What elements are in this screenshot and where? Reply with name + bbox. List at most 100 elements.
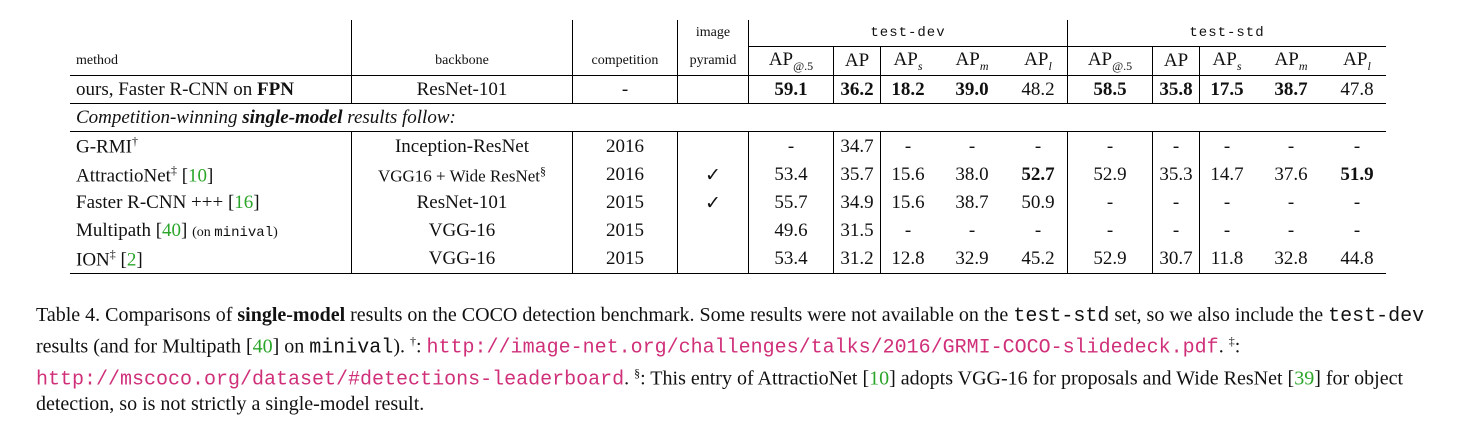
std-aps-cell: - xyxy=(1199,217,1254,245)
dev-apl-cell: 45.2 xyxy=(1009,245,1068,274)
ours-method: ours, Faster R-CNN on FPN xyxy=(70,75,352,104)
competition-cell: 2016 xyxy=(572,131,678,161)
ours-std-apl: 47.8 xyxy=(1328,75,1386,104)
dev-ap50-cell: - xyxy=(748,131,834,161)
competition-cell: 2015 xyxy=(572,189,678,217)
std-ap-cell: - xyxy=(1152,131,1200,161)
table-row: AttractioNet‡ [10] VGG16 + Wide ResNet§ … xyxy=(70,161,1386,189)
backbone-cell: VGG16 + Wide ResNet§ xyxy=(351,161,573,189)
dev-apm-cell: - xyxy=(968,220,976,241)
std-apm-cell: - xyxy=(1287,220,1295,241)
dev-apl-cell: 52.7 xyxy=(1021,164,1055,185)
dev-aps-cell: - xyxy=(880,131,935,161)
dev-ap50-cell: 55.7 xyxy=(748,189,834,217)
std-ap50-cell: 52.9 xyxy=(1067,161,1153,189)
std-ap50-cell: - xyxy=(1067,217,1153,245)
ours-std-apm: 38.7 xyxy=(1254,75,1328,104)
ours-pyramid xyxy=(677,75,749,104)
ours-backbone: ResNet-101 xyxy=(351,75,573,104)
competition-header: competition xyxy=(572,46,678,76)
std-apm-header: APm xyxy=(1274,48,1308,73)
dev-aps-cell: 15.6 xyxy=(880,161,935,189)
ours-dev-apl: 48.2 xyxy=(1009,75,1068,104)
dev-aps-cell: 15.6 xyxy=(880,189,935,217)
std-ap-cell: - xyxy=(1152,217,1200,245)
citation-link[interactable]: 40 xyxy=(252,335,273,358)
table-caption: Table 4. Comparisons of single-model res… xyxy=(36,304,1425,416)
dev-apl-cell: 50.9 xyxy=(1021,192,1055,213)
std-apl-cell: - xyxy=(1353,192,1361,213)
table-row: Faster R-CNN +++ [16] ResNet-101 2015 ✓ … xyxy=(70,189,1386,217)
method-header: method xyxy=(76,52,118,68)
grmi-url-link[interactable]: http://image-net.org/challenges/talks/20… xyxy=(426,336,1219,360)
dev-ap-cell: 31.5 xyxy=(833,217,881,245)
std-ap50-cell: - xyxy=(1067,131,1153,161)
dev-ap-cell: 34.9 xyxy=(833,189,881,217)
std-apl-cell: - xyxy=(1353,220,1361,241)
backbone-header: backbone xyxy=(351,46,573,76)
std-ap50-cell: 52.9 xyxy=(1067,245,1153,274)
dev-apl-cell: - xyxy=(1034,220,1042,241)
competition-cell: 2015 xyxy=(572,245,678,274)
ours-dev-ap50: 59.1 xyxy=(748,75,834,104)
dev-ap50-cell: 53.4 xyxy=(748,245,834,274)
std-ap50-cell: - xyxy=(1067,189,1153,217)
ours-dev-apm: 39.0 xyxy=(935,75,1009,104)
results-table: image test-dev test-std method backbone … xyxy=(70,20,1386,274)
ours-dev-ap: 36.2 xyxy=(833,75,881,104)
std-aps-cell: - xyxy=(1199,131,1254,161)
std-aps-header: APs xyxy=(1199,46,1254,76)
dev-ap50-cell: 53.4 xyxy=(748,161,834,189)
method-cell: AttractioNet‡ [10] xyxy=(76,162,214,187)
dev-ap-cell: 34.7 xyxy=(833,131,881,161)
dev-ap50-cell: 49.6 xyxy=(748,217,834,245)
pyramid-header: pyramid xyxy=(677,46,749,76)
citation-link[interactable]: 10 xyxy=(188,165,208,187)
dev-ap50-header: AP@.5 xyxy=(748,46,834,76)
ours-row: ours, Faster R-CNN on FPN ResNet-101 - 5… xyxy=(70,75,1386,104)
std-apl-cell: 51.9 xyxy=(1340,164,1374,185)
competition-cell: 2015 xyxy=(572,217,678,245)
std-apm-cell: 37.6 xyxy=(1274,164,1308,185)
citation-link[interactable]: 16 xyxy=(234,192,254,213)
header-row: method backbone competition pyramid AP@.… xyxy=(70,46,1386,76)
test-dev-header: test-dev xyxy=(748,20,1068,47)
std-ap-cell: 35.3 xyxy=(1152,161,1200,189)
backbone-cell: ResNet-101 xyxy=(351,189,573,217)
dev-apm-cell: 38.7 xyxy=(955,192,989,213)
dev-apl-header: APl xyxy=(1024,48,1052,73)
citation-link[interactable]: 40 xyxy=(162,220,182,241)
ours-std-ap50: 58.5 xyxy=(1067,75,1153,104)
std-aps-cell: 11.8 xyxy=(1199,245,1254,274)
dev-ap-cell: 35.7 xyxy=(833,161,881,189)
pyramid-check-icon: ✓ xyxy=(677,189,749,217)
ours-competition: - xyxy=(572,75,678,104)
citation-link[interactable]: 10 xyxy=(869,367,890,390)
std-apl-header: APl xyxy=(1343,48,1371,73)
dev-apm-cell: - xyxy=(968,135,976,157)
std-ap50-header: AP@.5 xyxy=(1067,46,1153,76)
dev-apm-cell: 38.0 xyxy=(955,164,989,185)
coco-leaderboard-link[interactable]: http://mscoco.org/dataset/#detections-le… xyxy=(36,368,625,392)
std-apm-cell: - xyxy=(1287,135,1295,157)
dev-apm-header: APm xyxy=(955,48,989,73)
citation-link[interactable]: 2 xyxy=(126,249,137,271)
method-cell: ION‡ [2] xyxy=(70,245,352,274)
dev-aps-cell: - xyxy=(880,217,935,245)
dev-aps-header: APs xyxy=(880,46,935,76)
image-header: image xyxy=(677,20,749,47)
ours-dev-aps: 18.2 xyxy=(880,75,935,104)
pyramid-cell xyxy=(677,245,749,274)
competition-cell: 2016 xyxy=(572,161,678,189)
ours-std-ap: 35.8 xyxy=(1152,75,1200,104)
dev-apm-cell: 32.9 xyxy=(935,245,1009,274)
table-row: G-RMI† Inception-ResNet 2016 - 34.7 - - … xyxy=(70,131,1386,161)
dev-aps-cell: 12.8 xyxy=(880,245,935,274)
citation-link[interactable]: 39 xyxy=(1294,367,1315,390)
std-ap-cell: - xyxy=(1152,189,1200,217)
std-aps-cell: - xyxy=(1199,189,1254,217)
pyramid-cell xyxy=(677,217,749,245)
table-row: Multipath [40] (on minival) VGG-16 2015 … xyxy=(70,217,1386,245)
std-aps-cell: 14.7 xyxy=(1199,161,1254,189)
section-row: Competition-winning single-model results… xyxy=(70,103,1386,132)
